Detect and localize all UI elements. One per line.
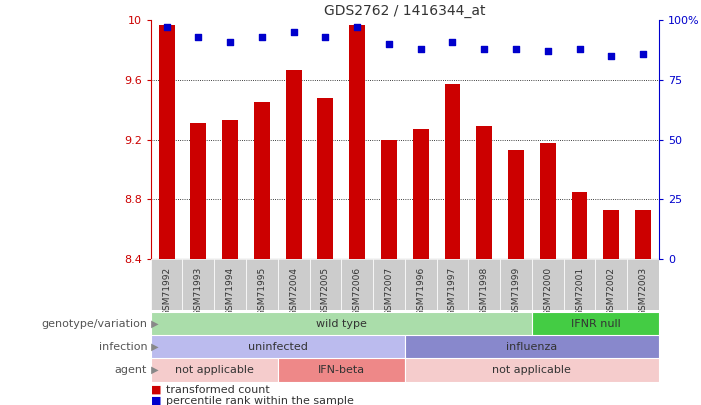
Bar <box>246 259 278 310</box>
Text: IFNR null: IFNR null <box>571 319 620 329</box>
Bar <box>215 259 246 310</box>
Text: infection: infection <box>99 342 147 352</box>
Point <box>161 24 172 31</box>
Bar <box>405 335 659 358</box>
Text: GSM71995: GSM71995 <box>257 267 266 316</box>
Point <box>415 46 426 52</box>
Text: agent: agent <box>115 365 147 375</box>
Title: GDS2762 / 1416344_at: GDS2762 / 1416344_at <box>324 4 486 18</box>
Text: genotype/variation: genotype/variation <box>41 319 147 329</box>
Bar <box>635 210 651 259</box>
Bar <box>564 259 595 310</box>
Text: GSM71998: GSM71998 <box>479 267 489 316</box>
Text: GSM71999: GSM71999 <box>512 267 521 316</box>
Point <box>288 29 299 36</box>
Bar <box>540 143 556 259</box>
Point <box>542 48 553 55</box>
Bar <box>349 25 365 259</box>
Text: not applicable: not applicable <box>492 365 571 375</box>
Bar <box>444 85 461 259</box>
Bar <box>405 259 437 310</box>
Point <box>479 46 490 52</box>
Bar <box>476 126 492 259</box>
Point <box>257 34 268 40</box>
Text: IFN-beta: IFN-beta <box>318 365 365 375</box>
Text: GSM71992: GSM71992 <box>162 267 171 316</box>
Point <box>606 53 617 59</box>
Bar <box>278 259 310 310</box>
Point <box>320 34 331 40</box>
Bar <box>413 129 428 259</box>
Text: ■: ■ <box>151 396 161 405</box>
Bar <box>604 210 619 259</box>
Bar <box>405 358 659 382</box>
Point <box>352 24 363 31</box>
Bar <box>158 25 175 259</box>
Bar <box>627 259 659 310</box>
Bar <box>532 312 659 335</box>
Bar <box>318 98 334 259</box>
Bar <box>500 259 532 310</box>
Bar <box>381 140 397 259</box>
Bar <box>373 259 405 310</box>
Text: GSM72002: GSM72002 <box>607 267 615 316</box>
Text: transformed count: transformed count <box>166 385 270 394</box>
Bar <box>508 150 524 259</box>
Bar <box>341 259 373 310</box>
Bar <box>151 335 405 358</box>
Text: influenza: influenza <box>506 342 557 352</box>
Bar <box>532 259 564 310</box>
Point <box>574 46 585 52</box>
Bar <box>595 259 627 310</box>
Text: GSM71993: GSM71993 <box>194 267 203 316</box>
Point <box>447 38 458 45</box>
Point <box>224 38 236 45</box>
Text: GSM72003: GSM72003 <box>639 267 648 316</box>
Bar <box>468 259 500 310</box>
Bar <box>278 358 405 382</box>
Bar <box>222 120 238 259</box>
Bar <box>286 70 301 259</box>
Bar <box>151 312 532 335</box>
Text: GSM72006: GSM72006 <box>353 267 362 316</box>
Text: ▶: ▶ <box>148 342 158 352</box>
Text: ■: ■ <box>151 385 161 394</box>
Bar <box>437 259 468 310</box>
Point <box>193 34 204 40</box>
Text: GSM71997: GSM71997 <box>448 267 457 316</box>
Bar <box>151 358 278 382</box>
Text: uninfected: uninfected <box>248 342 308 352</box>
Text: GSM72005: GSM72005 <box>321 267 330 316</box>
Point <box>637 51 648 57</box>
Text: wild type: wild type <box>316 319 367 329</box>
Text: ▶: ▶ <box>148 365 158 375</box>
Text: GSM71994: GSM71994 <box>226 267 235 316</box>
Text: GSM72000: GSM72000 <box>543 267 552 316</box>
Bar <box>191 123 206 259</box>
Point <box>510 46 522 52</box>
Bar <box>182 259 215 310</box>
Point <box>383 41 395 47</box>
Text: percentile rank within the sample: percentile rank within the sample <box>166 396 354 405</box>
Bar <box>571 192 587 259</box>
Bar <box>310 259 341 310</box>
Text: not applicable: not applicable <box>175 365 254 375</box>
Bar <box>254 102 270 259</box>
Text: ▶: ▶ <box>148 319 158 329</box>
Text: GSM72004: GSM72004 <box>289 267 298 316</box>
Text: GSM71996: GSM71996 <box>416 267 426 316</box>
Text: GSM72007: GSM72007 <box>384 267 393 316</box>
Text: GSM72001: GSM72001 <box>575 267 584 316</box>
Bar <box>151 259 182 310</box>
